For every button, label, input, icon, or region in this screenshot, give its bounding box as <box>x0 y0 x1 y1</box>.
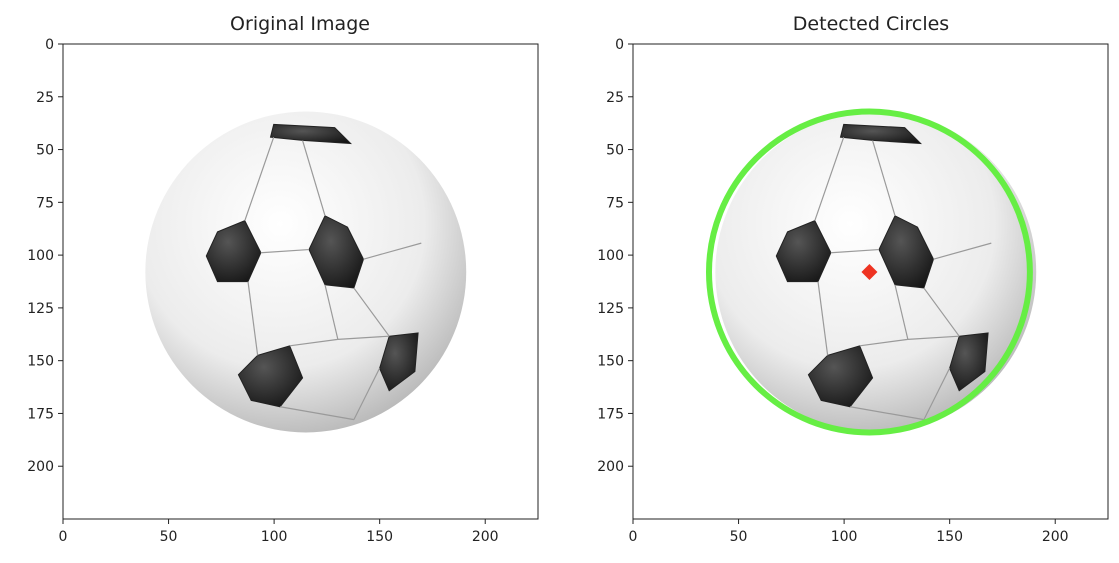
y-tick-label: 200 <box>27 459 54 475</box>
ball-patches <box>205 123 422 421</box>
y-tick-label: 25 <box>606 90 624 106</box>
ball-patch <box>308 215 365 289</box>
ball-seam <box>301 140 326 217</box>
ball-patches <box>775 123 992 421</box>
y-tick-label: 75 <box>606 195 624 211</box>
ball-seam <box>363 242 422 260</box>
detected-circle-outline <box>706 108 1033 436</box>
ball-seam <box>247 281 259 356</box>
x-tick-label: 150 <box>936 529 963 545</box>
x-tick-label: 100 <box>261 529 288 545</box>
x-tick-label: 150 <box>366 529 393 545</box>
y-tick-label: 150 <box>27 354 54 370</box>
ball-seam <box>830 248 880 254</box>
y-tick-label: 0 <box>45 37 54 53</box>
panel-title: Detected Circles <box>793 13 949 35</box>
ball-patch <box>878 215 935 289</box>
x-tick-label: 0 <box>59 529 68 545</box>
ball-seam <box>814 137 845 221</box>
ball-seam <box>923 367 951 420</box>
ball-seam <box>907 335 960 340</box>
y-tick-label: 175 <box>597 406 624 422</box>
ball-seam <box>289 338 338 347</box>
ball-seam <box>817 281 829 356</box>
axes-frame <box>62 43 539 520</box>
y-tick-label: 200 <box>597 459 624 475</box>
axes-frame <box>632 43 1109 520</box>
panel-title: Original Image <box>230 13 370 35</box>
ball-seam <box>859 338 908 347</box>
ball-seam <box>280 406 355 421</box>
y-tick-label: 25 <box>36 90 54 106</box>
x-tick-label: 50 <box>160 529 178 545</box>
x-tick-label: 100 <box>831 529 858 545</box>
ball-seam <box>933 242 992 260</box>
ball-seam <box>871 140 896 217</box>
y-tick-label: 75 <box>36 195 54 211</box>
ball-patch <box>205 220 262 283</box>
ball-seam <box>850 406 925 421</box>
ball-patch <box>839 123 922 145</box>
panel-original: Original Image 0 50 100 150 200 0 25 50 75 100 125… <box>27 13 539 545</box>
ball-patch <box>949 332 989 392</box>
ball-patch <box>807 345 874 408</box>
y-tick-label: 100 <box>597 248 624 264</box>
panel-detected: Detected Circles 0 50 100 150 200 0 25 50 75 100 1… <box>597 13 1109 545</box>
ball-seam <box>353 367 381 420</box>
x-tick-label: 0 <box>629 529 638 545</box>
x-tick-label: 200 <box>472 529 499 545</box>
x-tick-label: 200 <box>1042 529 1069 545</box>
y-tick-label: 100 <box>27 248 54 264</box>
soccer-ball-image <box>145 111 467 433</box>
y-tick-label: 50 <box>606 143 624 159</box>
axis-ticks: 0 50 100 150 200 0 25 50 75 100 125 150 175 200 <box>597 37 1068 545</box>
ball-seam <box>923 287 960 337</box>
axis-ticks: 0 50 100 150 200 0 25 50 75 100 125 150 175 200 <box>27 37 498 545</box>
y-tick-label: 175 <box>27 406 54 422</box>
ball-seam <box>260 248 310 254</box>
y-tick-label: 0 <box>615 37 624 53</box>
y-tick-label: 150 <box>597 354 624 370</box>
y-tick-label: 50 <box>36 143 54 159</box>
ball-seam <box>894 284 909 340</box>
x-tick-label: 50 <box>730 529 748 545</box>
ball-seam <box>337 335 390 340</box>
ball-patch <box>379 332 419 392</box>
ball-seam <box>244 137 275 221</box>
ball-body <box>145 111 467 433</box>
ball-seam <box>324 284 339 340</box>
y-tick-label: 125 <box>597 301 624 317</box>
ball-patch <box>237 345 304 408</box>
y-tick-label: 125 <box>27 301 54 317</box>
ball-patch <box>775 220 832 283</box>
ball-patch <box>269 123 352 145</box>
ball-seam <box>353 287 390 337</box>
circle-center-marker <box>861 264 878 280</box>
